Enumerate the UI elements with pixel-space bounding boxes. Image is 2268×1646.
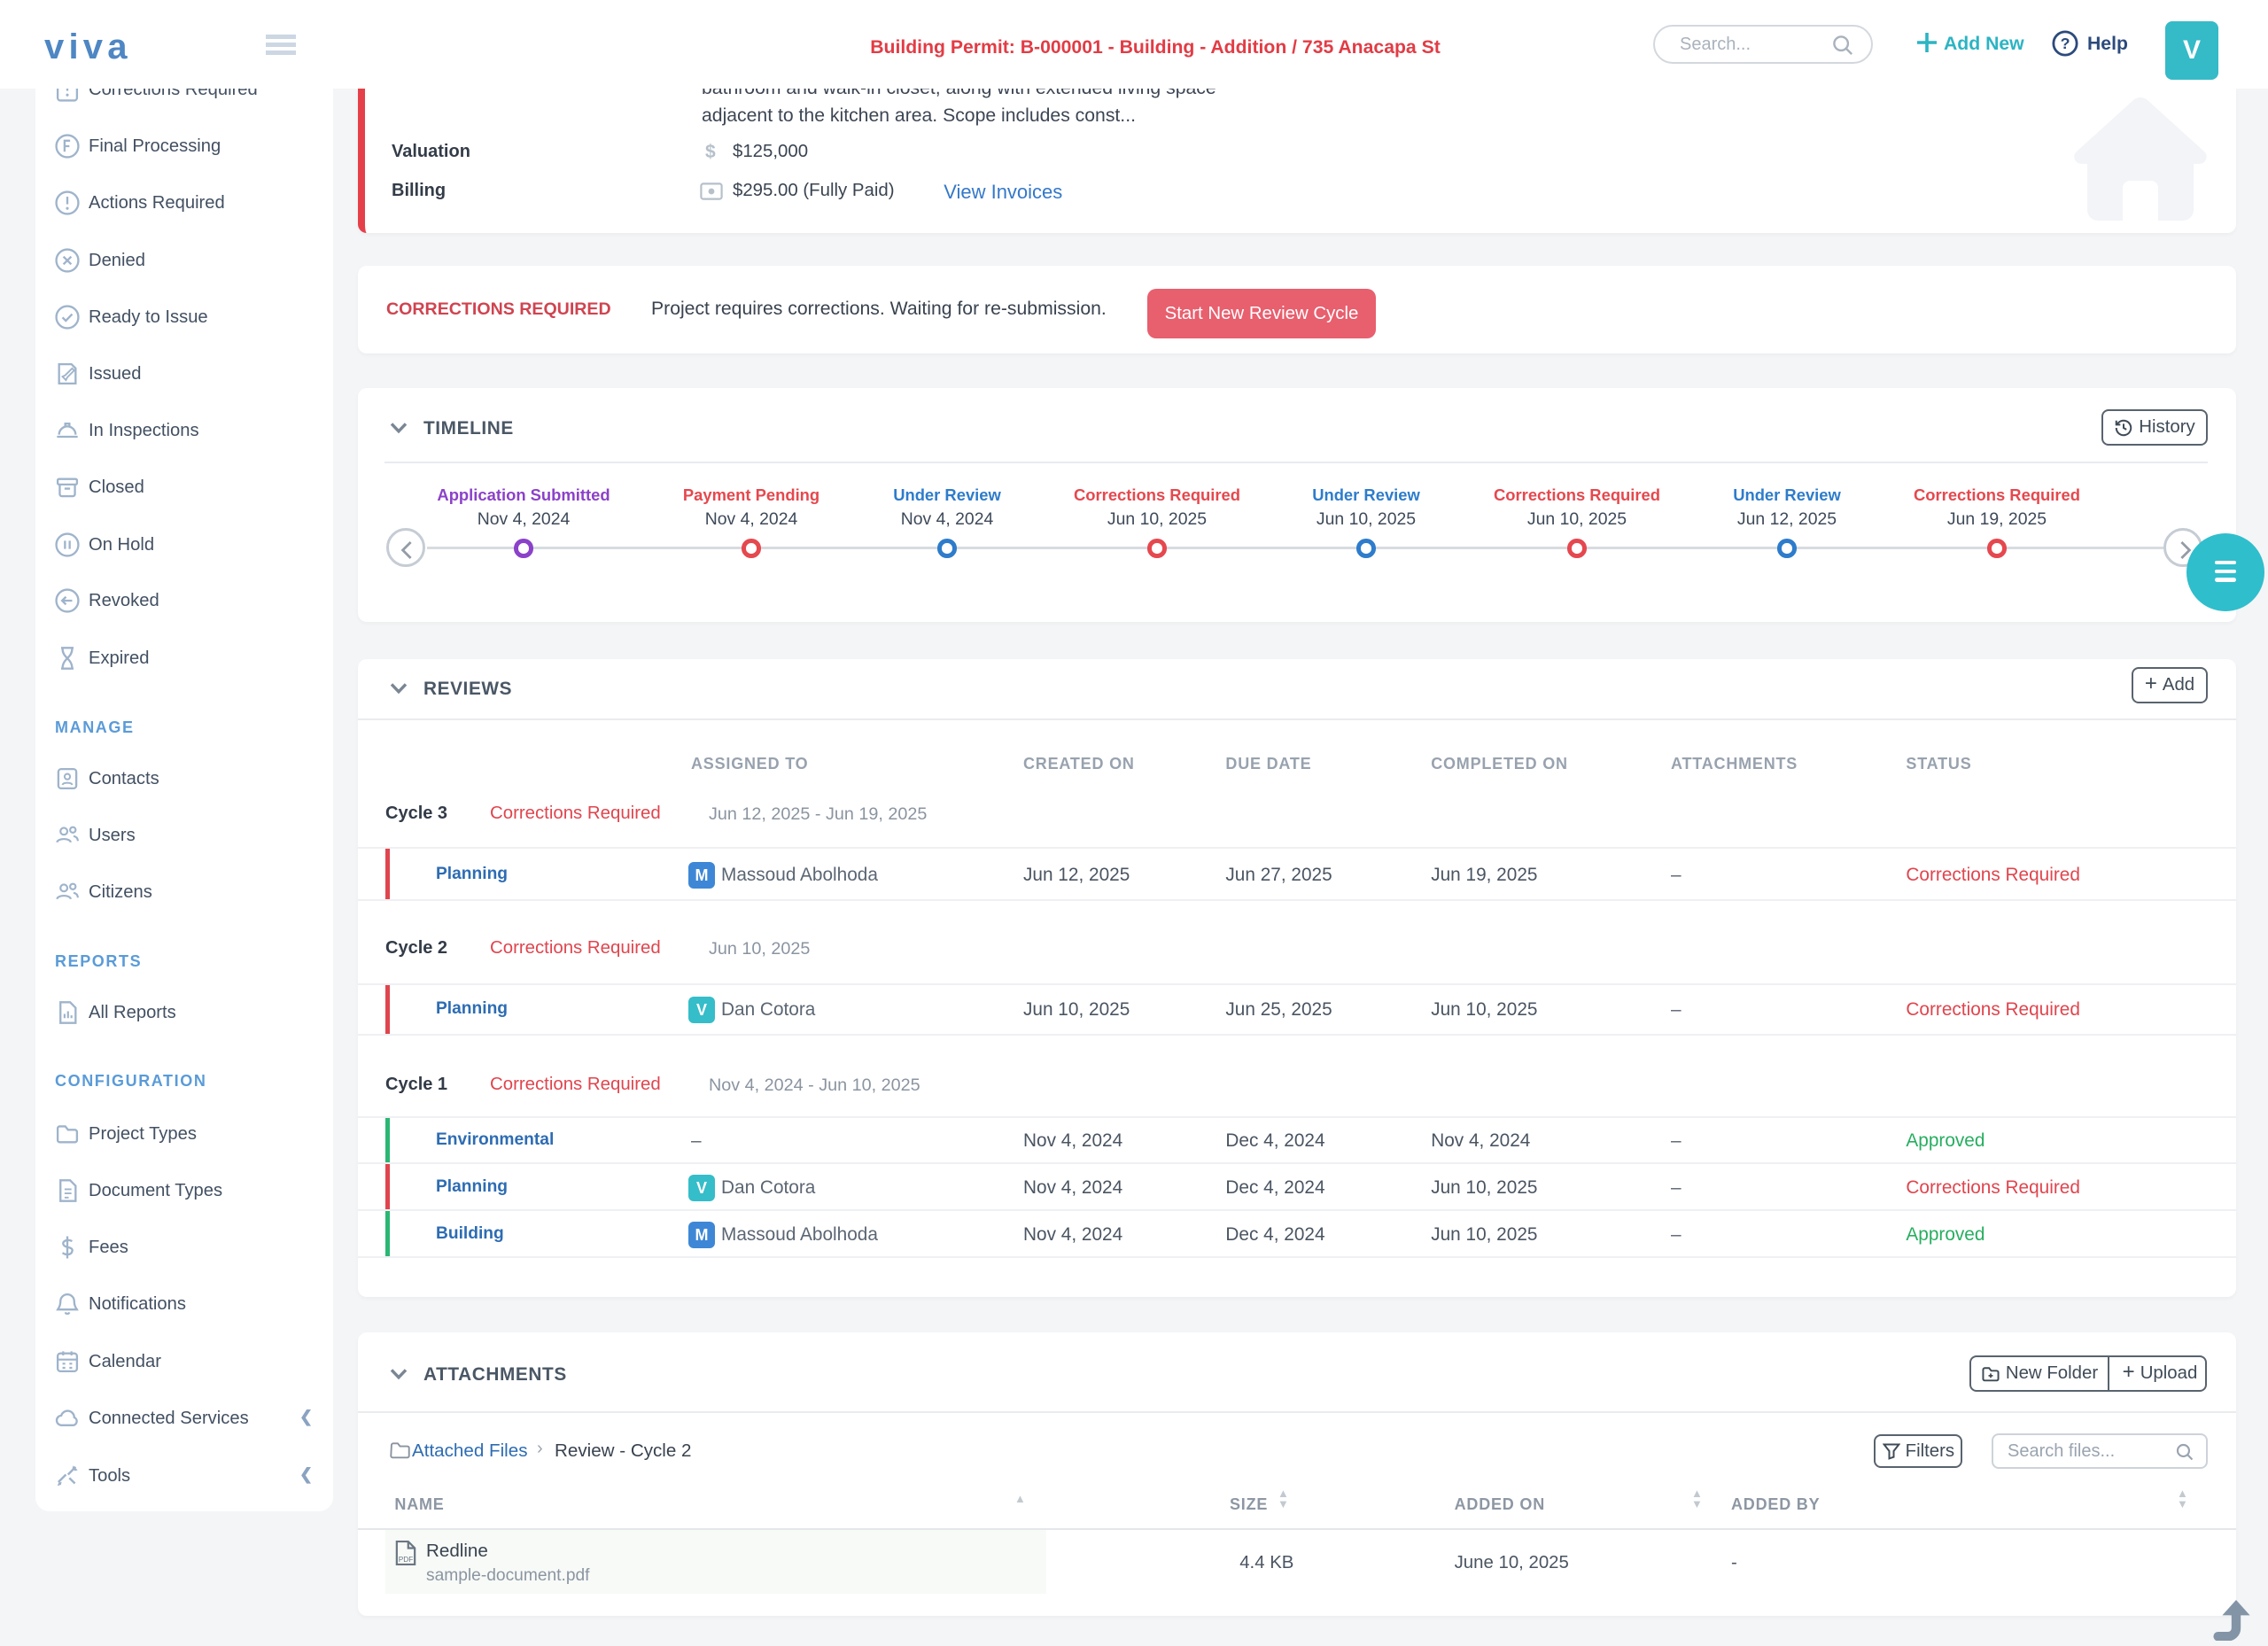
svg-text:?: ? (2061, 35, 2070, 52)
svg-text:PDF: PDF (399, 1555, 414, 1564)
